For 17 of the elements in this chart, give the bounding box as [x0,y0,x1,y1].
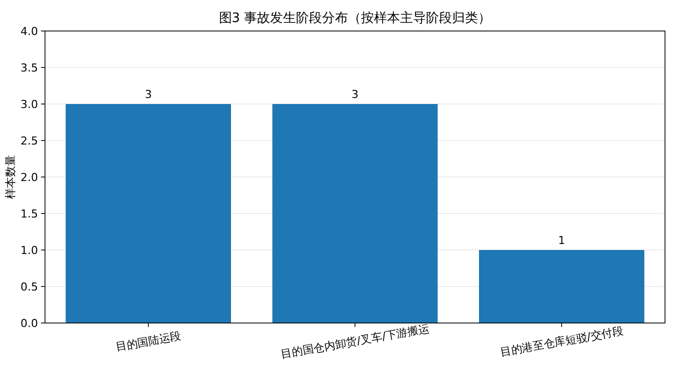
chart-title: 图3 事故发生阶段分布（按样本主导阶段归类） [218,10,492,26]
x-tick-label: 目的国陆运段 [114,329,182,354]
y-tick-label: 1.5 [20,208,38,220]
y-tick-label: 3.0 [20,98,38,111]
y-tick-label: 3.5 [20,62,38,74]
data-label: 3 [144,88,152,101]
y-tick-label: 0.0 [20,317,38,330]
y-tick-label: 2.5 [20,134,38,148]
x-tick-label: 目的国仓内卸货/叉车/下游搬运 [280,322,430,361]
data-label: 1 [558,234,566,247]
x-tick-label: 目的港至仓库短驳/交付段 [499,324,624,359]
y-tick-label: 2.0 [20,171,38,184]
y-tick-label: 4.0 [20,25,38,38]
y-axis-title: 样本数量 [4,155,17,199]
y-tick-label: 0.5 [20,280,38,294]
data-label: 3 [352,88,358,101]
y-tick-label: 1.0 [20,244,38,257]
